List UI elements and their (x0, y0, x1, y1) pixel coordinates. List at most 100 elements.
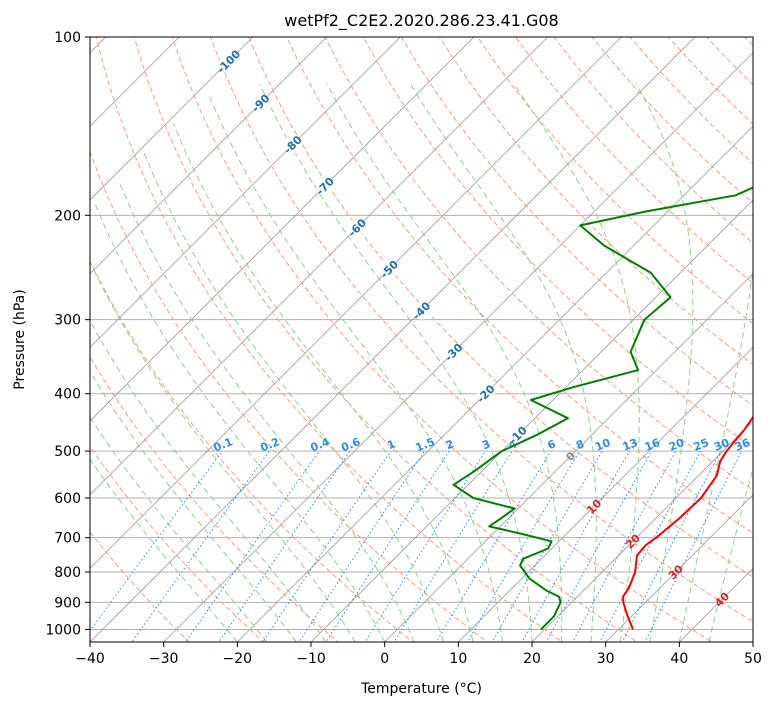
dry-adiabat-line (90, 150, 489, 642)
mixing-ratio-label: 36 (733, 436, 752, 454)
moist-adiabat-line (93, 201, 386, 642)
background-lines (90, 37, 753, 642)
isotherm-line (163, 52, 753, 642)
mixing-ratio-line (364, 450, 486, 642)
y-tick-label: 1000 (45, 622, 81, 638)
y-tick-label: 500 (54, 444, 81, 460)
x-axis-label: Temperature (°C) (360, 681, 482, 697)
dewpoint-profile-line (452, 186, 753, 631)
moist-adiabat-line (259, 83, 533, 642)
mixing-ratio-line (491, 450, 603, 642)
axis-ticks: −40 −30 −20 −10 0 10 20 30 40 50 100 200 300 400 500 60… (45, 30, 762, 667)
mixing-ratio-line (435, 450, 552, 642)
isotherm-label-bg (412, 301, 431, 320)
isotherm-line (90, 37, 401, 348)
x-tick-label: −40 (75, 651, 105, 667)
mixing-ratio-label: 20 (667, 436, 686, 454)
mixing-ratio-label: 1 (385, 437, 397, 452)
y-tick-label: 600 (54, 491, 81, 507)
y-axis-label: Pressure (hPa) (12, 289, 28, 389)
mixing-ratio-label: 8 (574, 437, 586, 452)
mixing-ratio-label: 30 (712, 436, 731, 454)
mixing-ratio-line (572, 450, 677, 642)
dry-adiabat-line (90, 259, 414, 642)
dry-adiabat-line (400, 37, 753, 407)
isotherm-line (605, 494, 753, 642)
moist-adiabat-line (635, 83, 694, 642)
isotherm-line (90, 37, 549, 496)
plot-frame (89, 36, 754, 643)
dry-adiabat-line (324, 37, 753, 491)
y-tick-label: 100 (54, 30, 81, 46)
mixing-ratio-line (325, 450, 450, 642)
moist-adiabat-line (513, 83, 640, 642)
y-tick-label: 800 (54, 565, 81, 581)
isotherm-line (236, 125, 753, 642)
moist-adiabat-line (409, 83, 597, 642)
dry-adiabat-line (210, 37, 753, 623)
mixing-ratio-line (131, 450, 270, 642)
isotherm-label-bg (251, 94, 270, 113)
isotherm-line (457, 346, 753, 642)
mixing-ratio-label: 13 (621, 436, 640, 454)
moist-adiabat-line (326, 83, 563, 642)
isotherm-line (90, 37, 328, 275)
isotherm-line (310, 199, 753, 642)
mixing-ratio-label: 3 (480, 437, 492, 452)
x-tick-label: 0 (380, 651, 389, 667)
isotherm-label-bg (444, 343, 463, 362)
temperature-profile-line (622, 415, 753, 630)
isotherm-line (531, 420, 753, 642)
isotherm-label-bg (348, 218, 367, 237)
chart-title: wetPf2_C2E2.2020.286.23.41.G08 (284, 11, 558, 31)
isotherm-label-bg (315, 177, 334, 196)
mixing-ratio-label: 25 (692, 436, 711, 454)
x-tick-label: −20 (223, 651, 253, 667)
moist-adiabat-line (708, 466, 753, 642)
isotherm-line (90, 37, 622, 569)
mixing-ratio-line (393, 450, 513, 642)
moist-adiabat-line (90, 370, 297, 642)
x-tick-label: 30 (597, 651, 615, 667)
x-tick-label: −10 (296, 651, 326, 667)
y-tick-label: 900 (54, 595, 81, 611)
x-tick-label: 10 (449, 651, 467, 667)
mixing-ratio-label: 16 (643, 436, 662, 454)
moist-adiabat-line (90, 260, 356, 642)
isotherm-label-bg (219, 52, 238, 71)
mixing-ratio-label: 10 (593, 436, 612, 454)
moist-adiabat-line (118, 180, 415, 642)
y-tick-label: 300 (54, 313, 81, 329)
dry-adiabat-line (438, 37, 753, 366)
moist-adiabat-line (90, 416, 268, 642)
mixing-ratio-line (298, 450, 425, 642)
y-tick-label: 700 (54, 531, 81, 547)
mixing-ratio-line (545, 450, 653, 642)
x-tick-label: 20 (523, 651, 541, 667)
mixing-ratio-line (262, 450, 392, 642)
moist-adiabat-line (142, 149, 445, 642)
moist-adiabat-line (208, 94, 503, 642)
isotherm-line (384, 273, 753, 642)
sounding-lines (452, 186, 753, 631)
dry-adiabat-line (90, 531, 190, 642)
dry-adiabat-line (95, 37, 564, 642)
dry-adiabat-line (90, 356, 339, 642)
isotherm-label-bg (380, 260, 399, 279)
mixing-ratio-label: 2 (444, 437, 456, 452)
x-tick-label: 40 (670, 651, 688, 667)
mixing-ratio-line (466, 450, 580, 642)
isotherm-label-bg (476, 384, 495, 403)
moist-adiabat-line (172, 123, 474, 642)
isotherm-line (90, 37, 254, 201)
isotherm-label-bg (283, 135, 302, 154)
y-tick-label: 400 (54, 387, 81, 403)
moist-adiabat-line (90, 458, 238, 642)
mixing-ratio-line (90, 450, 223, 632)
isotherm-line (90, 37, 475, 422)
isotherm-label-bg (508, 426, 527, 445)
mixing-ratio-line (218, 450, 351, 642)
moist-adiabat-line (678, 83, 753, 642)
